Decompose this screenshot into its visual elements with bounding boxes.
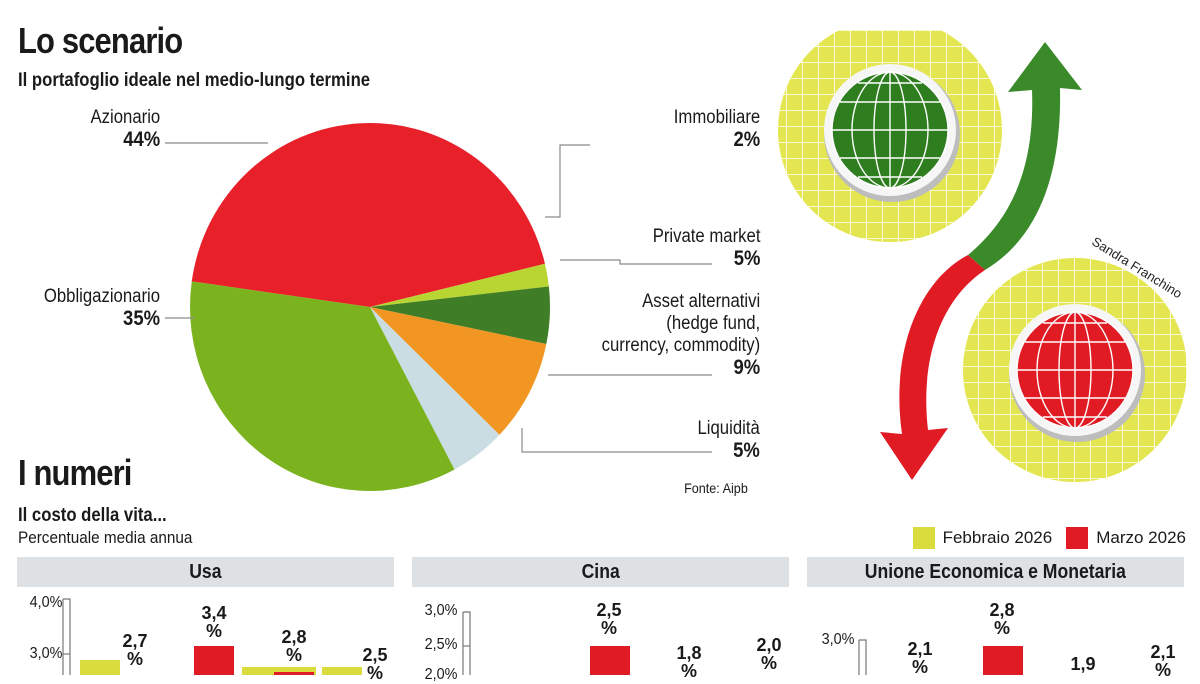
usa-bar-3-value: 2,8 [281,627,307,647]
uem-bar-4-unit: % [1154,660,1171,680]
uem-bar-3-value: 1,9 [1070,654,1096,674]
label-asset-alternativi-line2: currency, commodity) [601,335,760,356]
usa-bar-2-value: 3,4 [201,603,227,623]
numbers-title: I numeri [18,452,132,493]
cina-bar-1-unit: % [600,618,617,638]
label-liquidita: Liquidità 5% [698,418,760,462]
label-liquidita-value: 5% [733,439,760,462]
cina-axis [462,611,471,675]
label-obbligazionario-value: 35% [123,307,160,330]
uem-bar-1-unit: % [911,657,928,677]
label-azionario: Azionario 44% [90,107,160,151]
uem-bar-2 [983,646,1023,675]
legend-swatch-mar [1066,527,1089,549]
chart-legend: Febbraio 2026 Marzo 2026 [912,527,1186,549]
label-azionario-name: Azionario [90,107,160,128]
label-immobiliare: Immobiliare 2% [674,107,760,151]
down-arrow-icon [880,255,985,480]
usa-bar-2-label: 3,4% [189,604,239,640]
pie-slice-private-market [370,286,550,344]
usa-bar-1-value: 2,7 [122,631,148,651]
panel-header-uem: Unione Economica e Monetaria [807,557,1184,587]
uem-bar-1-label: 2,1% [895,640,945,676]
legend-label-feb: Febbraio 2026 [942,528,1053,547]
cina-bar-1 [590,646,630,675]
label-asset-alternativi: Asset alternativi (hedge fund, currency,… [601,291,760,379]
panel-header-cina: Cina [412,557,789,587]
usa-bar-2 [194,646,234,675]
cina-bar-1-label: 2,5% [584,601,634,637]
label-obbligazionario: Obbligazionario 35% [44,286,160,330]
numbers-subtitle: Il costo della vita... [18,505,167,526]
usa-bar-4-unit: % [366,663,383,683]
usa-ytick-0: 4,0% [29,594,62,611]
uem-bar-4-label: 2,1% [1138,643,1188,679]
label-asset-alternativi-value: 9% [733,356,760,379]
uem-bar-4-value: 2,1 [1150,642,1176,662]
usa-bar-3b [274,672,314,675]
label-obbligazionario-name: Obbligazionario [43,286,160,307]
label-private-market: Private market 5% [652,226,760,270]
leader-line-liquidita [521,428,712,453]
label-liquidita-name: Liquidità [697,418,760,439]
panel-title-uem: Unione Economica e Monetaria [864,561,1127,583]
usa-bar-4-label: 2,5% [350,646,400,682]
uem-bar-2-value: 2,8 [989,600,1015,620]
cina-ytick-0: 3,0% [424,602,457,619]
usa-ytick-1: 3,0% [29,645,62,662]
pie-slice-azionario [191,122,545,307]
label-private-market-name: Private market [652,226,760,247]
leader-line-immobiliare [545,144,590,218]
usa-bar-4 [322,667,362,675]
label-azionario-value: 44% [123,128,160,151]
cina-bar-1-value: 2,5 [596,600,622,620]
usa-bar-3-label: 2,8% [269,628,319,664]
uem-bar-2-label: 2,8% [977,601,1027,637]
cina-bar-3-value: 2,0 [756,635,782,655]
red-globe-icon [963,258,1187,482]
uem-bar-3-label: 1,9 [1058,655,1108,673]
up-arrow-icon [968,42,1082,270]
pie-source: Fonte: Aipb [684,480,748,496]
leader-line-private-market [560,259,712,265]
numbers-caption: Percentuale media annua [18,528,193,547]
label-private-market-value: 5% [733,247,760,270]
pie-slice-immobiliare [370,263,549,307]
uem-bar-1-value: 2,1 [907,639,933,659]
uem-axis [858,639,867,675]
legend-swatch-feb [912,527,935,549]
cina-bar-2-unit: % [680,661,697,681]
cina-bar-3-label: 2,0% [744,636,794,672]
label-asset-alternativi-name: Asset alternativi [641,291,760,312]
panel-title-cina: Cina [581,561,620,583]
cina-ytick-1: 2,5% [424,636,457,653]
usa-bar-3 [242,667,316,675]
uem-bar-2-unit: % [993,618,1010,638]
pie-slice-liquidita [370,307,500,470]
usa-bar-3-unit: % [285,645,302,665]
pie-slice-obbligazionario [190,281,455,492]
usa-bar-1-label: 2,7% [110,632,160,668]
panel-title-usa: Usa [189,561,222,583]
green-globe-icon [778,30,1002,242]
uem-ytick-0: 3,0% [821,631,854,648]
globe-illustration: Sandra Franchino [778,30,1187,482]
cina-ytick-2: 2,0% [424,666,457,683]
usa-bar-4-value: 2,5 [362,645,388,665]
scenario-subtitle: Il portafoglio ideale nel medio-lungo te… [18,70,371,91]
usa-axis [62,598,71,675]
panel-header-usa: Usa [17,557,394,587]
usa-bar-2-unit: % [205,621,222,641]
portfolio-pie-chart [165,122,712,492]
cina-bar-3-unit: % [760,653,777,673]
cina-bar-2-value: 1,8 [676,643,702,663]
scenario-title: Lo scenario [18,20,183,61]
legend-label-mar: Marzo 2026 [1096,528,1186,547]
label-immobiliare-name: Immobiliare [673,107,760,128]
usa-bar-1 [80,660,120,675]
label-asset-alternativi-line1: (hedge fund, [666,313,760,334]
label-immobiliare-value: 2% [733,128,760,151]
pie-slice-asset-alternativi [370,307,547,435]
usa-bar-1-unit: % [126,649,143,669]
